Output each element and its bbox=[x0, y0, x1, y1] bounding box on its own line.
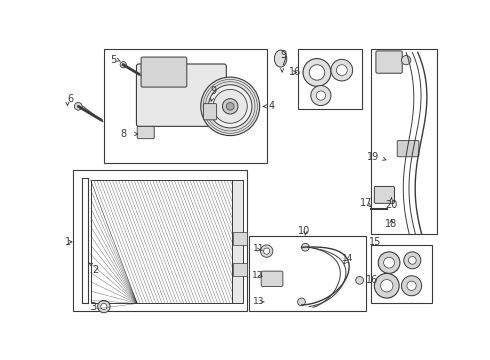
Bar bbox=[233, 232, 247, 245]
Bar bbox=[371, 49, 437, 234]
Text: 14: 14 bbox=[342, 254, 353, 263]
Circle shape bbox=[301, 243, 309, 251]
FancyBboxPatch shape bbox=[141, 57, 187, 87]
Text: 9: 9 bbox=[281, 50, 287, 60]
FancyBboxPatch shape bbox=[393, 204, 407, 217]
FancyBboxPatch shape bbox=[397, 141, 419, 157]
Circle shape bbox=[407, 281, 416, 291]
Text: 17: 17 bbox=[360, 198, 372, 208]
Circle shape bbox=[222, 99, 238, 114]
Text: 9: 9 bbox=[210, 86, 216, 96]
FancyBboxPatch shape bbox=[384, 179, 402, 200]
Circle shape bbox=[331, 59, 353, 81]
Circle shape bbox=[409, 256, 416, 264]
FancyBboxPatch shape bbox=[385, 156, 402, 176]
Text: 18: 18 bbox=[385, 219, 397, 229]
Text: 1: 1 bbox=[65, 237, 71, 247]
Bar bbox=[232, 180, 244, 303]
Circle shape bbox=[201, 77, 260, 136]
FancyBboxPatch shape bbox=[137, 126, 154, 139]
Circle shape bbox=[264, 248, 270, 254]
Bar bbox=[104, 49, 267, 163]
FancyBboxPatch shape bbox=[203, 104, 217, 120]
FancyBboxPatch shape bbox=[376, 51, 402, 73]
Bar bbox=[297, 49, 362, 109]
Text: 8: 8 bbox=[120, 129, 126, 139]
FancyBboxPatch shape bbox=[261, 271, 283, 287]
Text: 4: 4 bbox=[269, 101, 275, 111]
Circle shape bbox=[309, 65, 325, 80]
Text: 12: 12 bbox=[252, 271, 263, 280]
Bar bbox=[91, 180, 232, 303]
Circle shape bbox=[74, 103, 82, 110]
Circle shape bbox=[213, 89, 247, 123]
Text: 10: 10 bbox=[297, 226, 310, 236]
Circle shape bbox=[303, 59, 331, 86]
Circle shape bbox=[98, 300, 110, 313]
Circle shape bbox=[384, 257, 394, 268]
Circle shape bbox=[378, 252, 400, 274]
Circle shape bbox=[389, 153, 398, 162]
Text: 3: 3 bbox=[91, 302, 97, 311]
Circle shape bbox=[336, 65, 347, 76]
FancyBboxPatch shape bbox=[374, 186, 394, 203]
Text: 20: 20 bbox=[385, 200, 397, 210]
Circle shape bbox=[226, 103, 234, 110]
Text: 15: 15 bbox=[369, 237, 381, 247]
Circle shape bbox=[316, 91, 325, 100]
FancyBboxPatch shape bbox=[386, 202, 395, 220]
Text: 19: 19 bbox=[368, 152, 380, 162]
Circle shape bbox=[404, 252, 421, 269]
Text: 2: 2 bbox=[92, 265, 98, 275]
Circle shape bbox=[120, 62, 126, 68]
Text: 11: 11 bbox=[253, 244, 265, 253]
Ellipse shape bbox=[274, 50, 287, 67]
Text: 16: 16 bbox=[289, 67, 301, 77]
Circle shape bbox=[101, 303, 107, 310]
Circle shape bbox=[401, 276, 421, 296]
Circle shape bbox=[381, 280, 393, 292]
Circle shape bbox=[260, 245, 273, 257]
Bar bbox=[371, 245, 432, 303]
Text: 5: 5 bbox=[110, 55, 116, 65]
Bar bbox=[249, 236, 366, 311]
Circle shape bbox=[401, 55, 411, 65]
Bar bbox=[73, 170, 247, 311]
Circle shape bbox=[374, 274, 399, 298]
Text: 7: 7 bbox=[281, 58, 287, 67]
Bar bbox=[233, 263, 247, 276]
Circle shape bbox=[297, 298, 305, 306]
Text: 6: 6 bbox=[68, 94, 74, 104]
Circle shape bbox=[311, 86, 331, 105]
Text: 13: 13 bbox=[253, 297, 265, 306]
FancyBboxPatch shape bbox=[136, 64, 226, 126]
Circle shape bbox=[209, 85, 252, 128]
Text: 16: 16 bbox=[366, 275, 378, 285]
Circle shape bbox=[356, 276, 364, 284]
